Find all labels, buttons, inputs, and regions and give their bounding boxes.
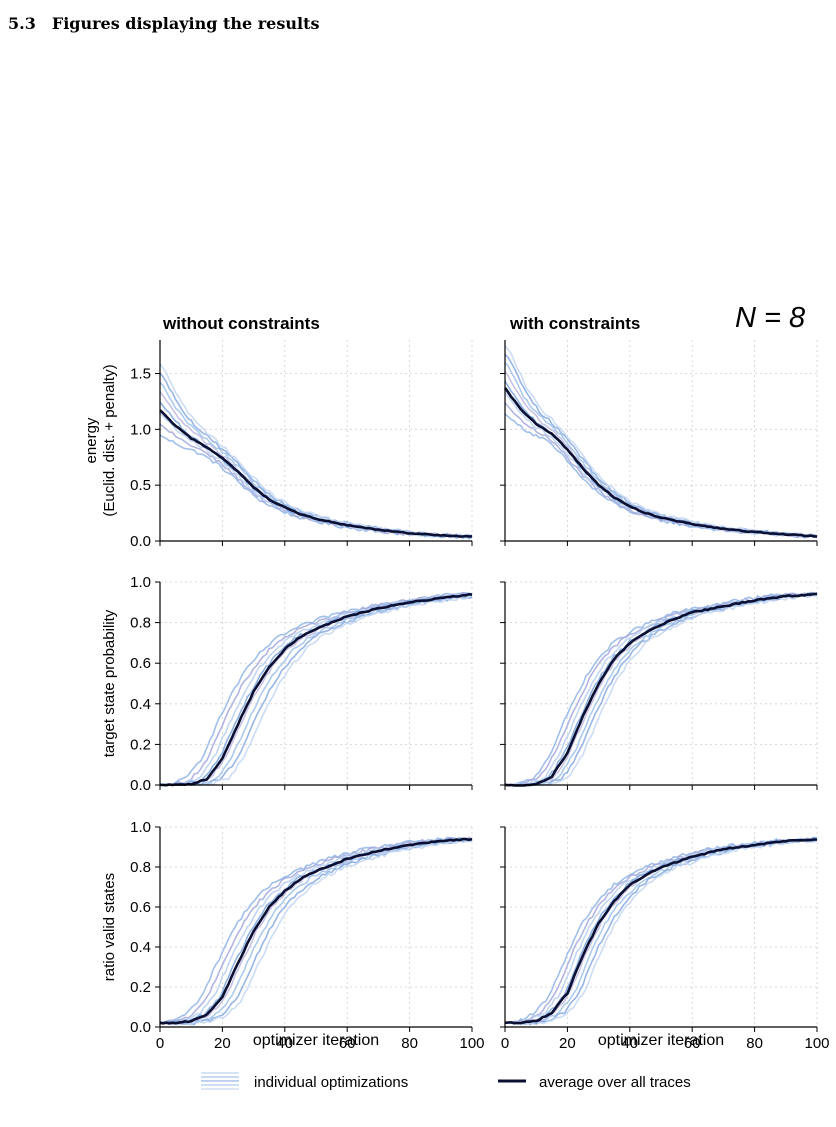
x-tick-label-4: 80 bbox=[746, 1035, 763, 1052]
y-axis-label: target state probability bbox=[101, 609, 118, 757]
individual-trace-6 bbox=[160, 839, 473, 1026]
y-tick-label-0: 0.0 bbox=[130, 1019, 151, 1036]
individual-trace-7 bbox=[505, 593, 818, 786]
x-tick-label-1: 20 bbox=[214, 1035, 231, 1052]
average-trace bbox=[159, 592, 473, 787]
column-title-without-constraints: without constraints bbox=[162, 314, 320, 333]
individual-trace-3 bbox=[160, 592, 473, 786]
x-tick-label-2: 40 bbox=[276, 1035, 293, 1052]
individual-trace-1 bbox=[159, 591, 473, 786]
individual-trace-3 bbox=[505, 836, 818, 1026]
legend-individual-swatch bbox=[201, 1072, 239, 1090]
y-tick-label-1: 0.5 bbox=[130, 477, 151, 494]
x-axis-label-left: optimizer iteration bbox=[253, 1032, 379, 1049]
individual-trace-6 bbox=[505, 839, 818, 1026]
x-tick-label-3: 60 bbox=[684, 1035, 701, 1052]
section-title: Figures displaying the results bbox=[51, 14, 320, 33]
panel-r2-c1: 0 20 40 60 80 100 bbox=[500, 826, 830, 1052]
individual-trace-0 bbox=[159, 592, 473, 786]
individual-trace-6 bbox=[159, 372, 473, 539]
individual-trace-4 bbox=[504, 370, 818, 538]
individual-trace-5 bbox=[504, 362, 818, 539]
individual-trace-1 bbox=[505, 591, 818, 786]
legend-individual-label: individual optimizations bbox=[254, 1074, 408, 1091]
y-tick-label-2: 1.0 bbox=[130, 421, 151, 438]
y-tick-label-3: 1.5 bbox=[130, 366, 151, 383]
y-tick-label-3: 0.6 bbox=[130, 899, 151, 916]
column-title-with-constraints: with constraints bbox=[509, 314, 640, 333]
individual-trace-6 bbox=[504, 353, 818, 538]
average-trace bbox=[159, 837, 473, 1025]
y-tick-label-4: 0.8 bbox=[130, 615, 151, 632]
x-tick-label-3: 60 bbox=[339, 1035, 356, 1052]
y-tick-label-5: 1.0 bbox=[130, 819, 151, 836]
y-tick-label-4: 0.8 bbox=[130, 859, 151, 876]
n-label: N = 8 bbox=[735, 302, 805, 334]
y-tick-label-2: 0.4 bbox=[130, 696, 151, 713]
individual-trace-2 bbox=[505, 837, 818, 1024]
legend: individual optimizations average over al… bbox=[201, 1072, 691, 1091]
section-number: 5.3 bbox=[8, 14, 36, 33]
x-tick-label-5: 100 bbox=[804, 1035, 829, 1052]
y-tick-label-3: 0.6 bbox=[130, 655, 151, 672]
x-tick-label-0: 0 bbox=[156, 1035, 164, 1052]
panel-r0-c0: 0.0 0.5 1.0 1.5 energy (Euclid. dist. + penal… bbox=[83, 340, 473, 550]
individual-trace-2 bbox=[160, 592, 473, 786]
individual-trace-7 bbox=[159, 363, 473, 539]
y-tick-label-0: 0.0 bbox=[130, 533, 151, 550]
individual-trace-7 bbox=[160, 838, 473, 1026]
average-trace bbox=[504, 838, 818, 1025]
x-tick-label-1: 20 bbox=[559, 1035, 576, 1052]
average-trace bbox=[504, 592, 817, 787]
y-tick-label-1: 0.2 bbox=[130, 979, 151, 996]
y-axis-label-line-0: energy bbox=[83, 417, 100, 463]
x-tick-label-4: 80 bbox=[401, 1035, 418, 1052]
y-tick-label-1: 0.2 bbox=[130, 736, 151, 753]
panel-r0-c1 bbox=[500, 340, 818, 546]
individual-trace-6 bbox=[160, 595, 473, 786]
y-axis-label: ratio valid states bbox=[101, 873, 118, 981]
x-tick-label-0: 0 bbox=[501, 1035, 509, 1052]
individual-trace-7 bbox=[160, 594, 473, 786]
average-trace bbox=[503, 387, 818, 538]
panel-r1-c1 bbox=[500, 581, 818, 790]
average-trace bbox=[159, 409, 473, 538]
x-tick-label-2: 40 bbox=[621, 1035, 638, 1052]
panel-r1-c0: 0.0 0.2 0.4 0.6 0.8 1.0 target state probabili… bbox=[101, 574, 473, 794]
y-tick-label-0: 0.0 bbox=[130, 777, 151, 794]
panel-r2-c0: 0.0 0.2 0.4 0.6 0.8 1.0 0 20 40 60 80 100 ratio vali… bbox=[101, 819, 485, 1052]
section-heading: 5.3 Figures displaying the results bbox=[8, 14, 319, 33]
y-axis-label-line-1: (Euclid. dist. + penalty) bbox=[101, 364, 118, 516]
y-tick-label-5: 1.0 bbox=[130, 574, 151, 591]
x-axis-label-right: optimizer iteration bbox=[598, 1032, 724, 1049]
y-tick-label-2: 0.4 bbox=[130, 939, 151, 956]
legend-average-label: average over all traces bbox=[539, 1074, 691, 1091]
x-tick-label-5: 100 bbox=[459, 1035, 484, 1052]
